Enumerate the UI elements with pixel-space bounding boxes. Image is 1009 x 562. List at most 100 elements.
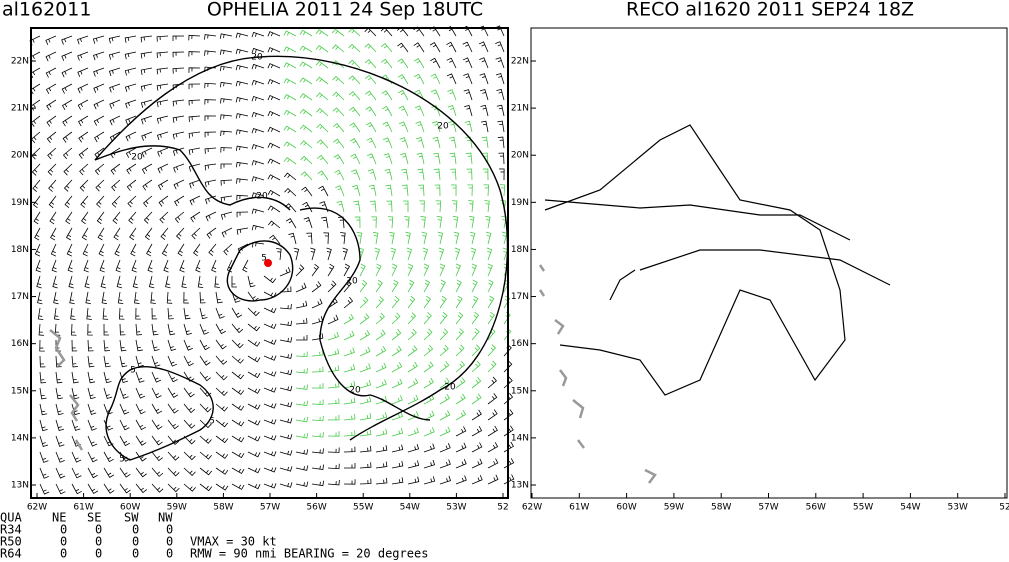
wind-barb <box>215 451 229 459</box>
wind-barb <box>487 344 497 357</box>
wind-barb <box>368 184 377 197</box>
wind-barb <box>327 479 340 486</box>
wind-barb <box>189 195 201 206</box>
contour-label: 5 <box>119 455 125 465</box>
wind-barb <box>300 155 313 165</box>
wind-barb <box>97 227 105 241</box>
wind-barb <box>143 195 153 208</box>
wind-barb <box>375 279 383 293</box>
table-header: QUA <box>0 511 22 525</box>
wind-barb <box>263 483 277 489</box>
wind-barb <box>423 443 435 453</box>
flight-tracks <box>544 124 891 396</box>
wind-barb <box>471 409 482 421</box>
wind-barb <box>141 131 153 141</box>
wind-barb <box>263 403 277 409</box>
wind-barb <box>279 434 293 440</box>
wind-barb <box>235 113 249 119</box>
rmw: RMW = 90 nmi BEARING = 20 degrees <box>190 547 428 561</box>
wind-barb <box>183 419 196 429</box>
wind-barb <box>103 323 110 336</box>
wind-barb <box>204 99 217 105</box>
wind-barb <box>349 106 361 117</box>
wind-barb <box>382 137 393 149</box>
wind-barb <box>415 121 425 133</box>
wind-barb <box>166 291 173 304</box>
wind-barb <box>455 426 467 437</box>
wind-barb <box>327 447 340 453</box>
wind-barb <box>321 216 329 229</box>
wind-barb <box>251 128 265 134</box>
wind-barb <box>423 263 430 277</box>
wind-barb <box>219 49 233 56</box>
wind-barb <box>279 450 293 456</box>
wind-barb <box>205 211 217 222</box>
contour-label: 5 <box>261 254 267 264</box>
wind-barb <box>148 275 155 289</box>
wind-barb <box>219 33 233 39</box>
wind-barb <box>423 476 436 485</box>
wind-barb <box>327 331 339 341</box>
wind-barb <box>215 403 228 412</box>
wind-barb <box>466 168 473 181</box>
wind-barb <box>179 259 185 273</box>
wind-barb <box>479 73 489 85</box>
table-cell: R64 <box>0 547 22 561</box>
wind-barb <box>267 79 281 85</box>
wind-barb <box>125 147 137 158</box>
wind-barb <box>439 393 451 405</box>
wind-barb <box>39 355 46 368</box>
wind-barb <box>247 467 261 474</box>
wind-barb <box>55 435 65 447</box>
wind-barb <box>416 152 425 165</box>
wind-barb <box>199 355 211 366</box>
y-tick-label: 15N <box>511 386 529 396</box>
wind-barb <box>135 403 146 415</box>
wind-barb <box>96 195 105 208</box>
wind-barb <box>39 403 48 416</box>
contour-label: 20 <box>437 122 449 132</box>
wind-barb <box>46 99 57 111</box>
wind-barb <box>315 76 329 85</box>
wind-barb <box>353 200 361 213</box>
wind-barb <box>65 211 73 225</box>
wind-barb <box>487 442 499 453</box>
wind-barb <box>407 312 417 325</box>
wind-barb <box>78 147 89 159</box>
wind-barb <box>188 83 201 90</box>
y-tick-label: 14N <box>511 433 529 443</box>
wind-barb <box>32 179 41 192</box>
wind-barb <box>495 72 505 85</box>
wind-barb <box>336 200 345 213</box>
wind-barb <box>398 121 409 133</box>
wind-barb <box>316 108 329 117</box>
wind-barb <box>188 34 201 41</box>
wind-barb <box>80 195 89 208</box>
wind-barb <box>34 227 41 241</box>
wind-barb <box>471 344 481 357</box>
wind-barb <box>172 67 185 74</box>
wind-barb <box>381 105 393 117</box>
wind-barb <box>109 99 121 109</box>
x-tick-label: 62W <box>27 503 47 513</box>
wind-barb <box>332 44 345 53</box>
wind-barb <box>251 208 265 214</box>
wind-barb <box>55 483 66 495</box>
wind-barb <box>140 99 153 108</box>
table-cell: 0 <box>95 547 102 561</box>
wind-barb <box>354 216 361 229</box>
wind-barb <box>251 47 265 54</box>
wind-barb <box>470 247 477 261</box>
wind-barb <box>399 137 409 149</box>
wind-barb <box>167 483 180 493</box>
wind-barb <box>302 201 313 213</box>
wind-barb <box>55 451 65 463</box>
wind-barb <box>423 328 433 341</box>
wind-barb <box>46 131 57 143</box>
wind-barb <box>279 303 292 310</box>
wind-barb <box>183 355 194 367</box>
wind-barb <box>167 355 178 367</box>
wind-barb <box>30 83 41 95</box>
contour-label: 20 <box>131 153 143 163</box>
wind-barb <box>80 211 89 225</box>
